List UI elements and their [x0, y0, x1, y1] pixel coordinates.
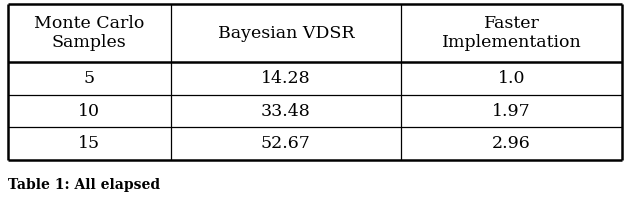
- Text: Table 1: All elapsed: Table 1: All elapsed: [8, 178, 160, 192]
- Text: 1.0: 1.0: [498, 70, 525, 87]
- Text: 15: 15: [78, 135, 100, 152]
- Text: 10: 10: [78, 103, 100, 119]
- Text: 1.97: 1.97: [492, 103, 531, 119]
- Text: 33.48: 33.48: [261, 103, 311, 119]
- Text: Faster
Implementation: Faster Implementation: [442, 15, 581, 51]
- Text: 5: 5: [84, 70, 95, 87]
- Text: Monte Carlo
Samples: Monte Carlo Samples: [34, 15, 144, 51]
- Text: Bayesian VDSR: Bayesian VDSR: [217, 25, 354, 41]
- Text: 2.96: 2.96: [492, 135, 531, 152]
- Text: 52.67: 52.67: [261, 135, 311, 152]
- Text: 14.28: 14.28: [261, 70, 311, 87]
